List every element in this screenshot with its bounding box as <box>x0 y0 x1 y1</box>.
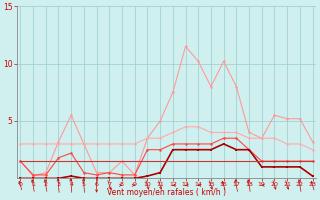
X-axis label: Vent moyen/en rafales ( km/h ): Vent moyen/en rafales ( km/h ) <box>107 188 226 197</box>
